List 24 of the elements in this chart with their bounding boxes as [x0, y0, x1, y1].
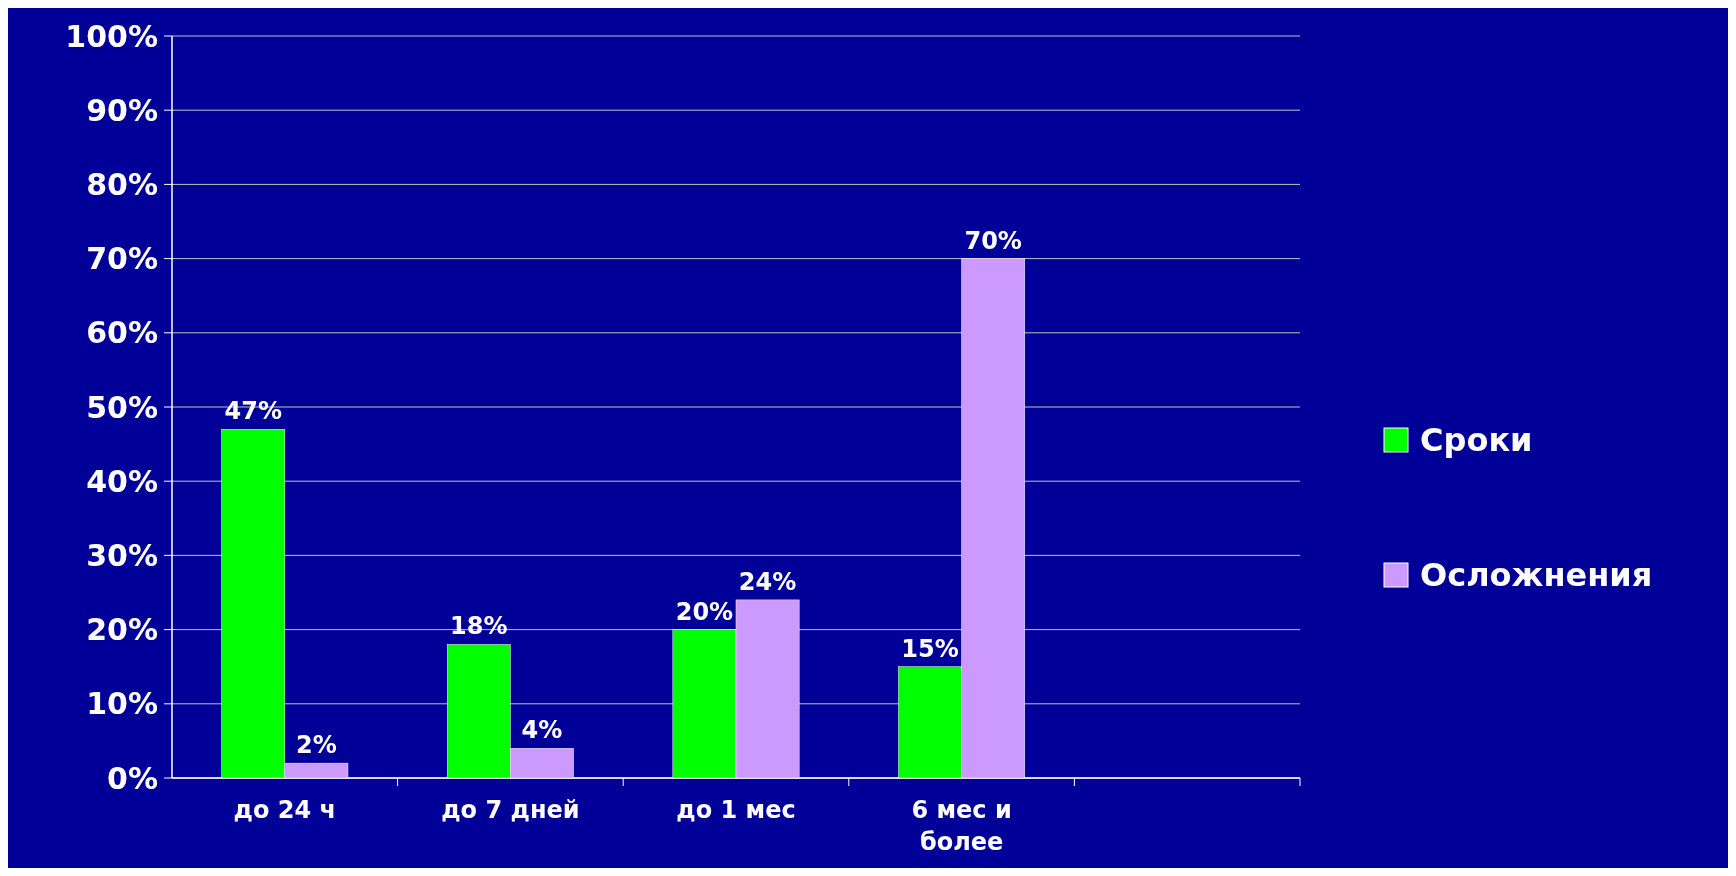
data-label: 24%: [738, 567, 797, 596]
legend-label: Осложнения: [1420, 556, 1653, 595]
x-tick-label: до 1 мес: [676, 796, 796, 824]
x-tick-label: 6 мес и более: [911, 796, 1012, 856]
y-tick-label: 10%: [86, 686, 158, 722]
y-tick-label: 50%: [86, 389, 158, 425]
y-tick-label: 90%: [86, 92, 158, 128]
data-label: 70%: [964, 226, 1022, 255]
y-tick-label: 20%: [86, 612, 158, 648]
data-label: 47%: [224, 397, 282, 426]
data-label: 2%: [296, 731, 337, 760]
y-tick-label: 100%: [65, 18, 158, 54]
data-label: 15%: [901, 634, 959, 663]
legend-label: Сроки: [1420, 421, 1533, 460]
y-tick-label: 80%: [86, 166, 158, 202]
y-tick-label: 40%: [86, 463, 158, 499]
x-tick-label: до 24 ч: [233, 796, 337, 824]
x-tick-label: до 7 дней: [441, 796, 580, 824]
y-tick-label: 70%: [86, 241, 158, 277]
data-label: 4%: [521, 716, 563, 745]
y-tick-label: 30%: [86, 537, 158, 573]
data-label: 20%: [675, 597, 734, 626]
y-tick-label: 60%: [86, 315, 158, 351]
y-tick-label: 0%: [107, 760, 158, 796]
